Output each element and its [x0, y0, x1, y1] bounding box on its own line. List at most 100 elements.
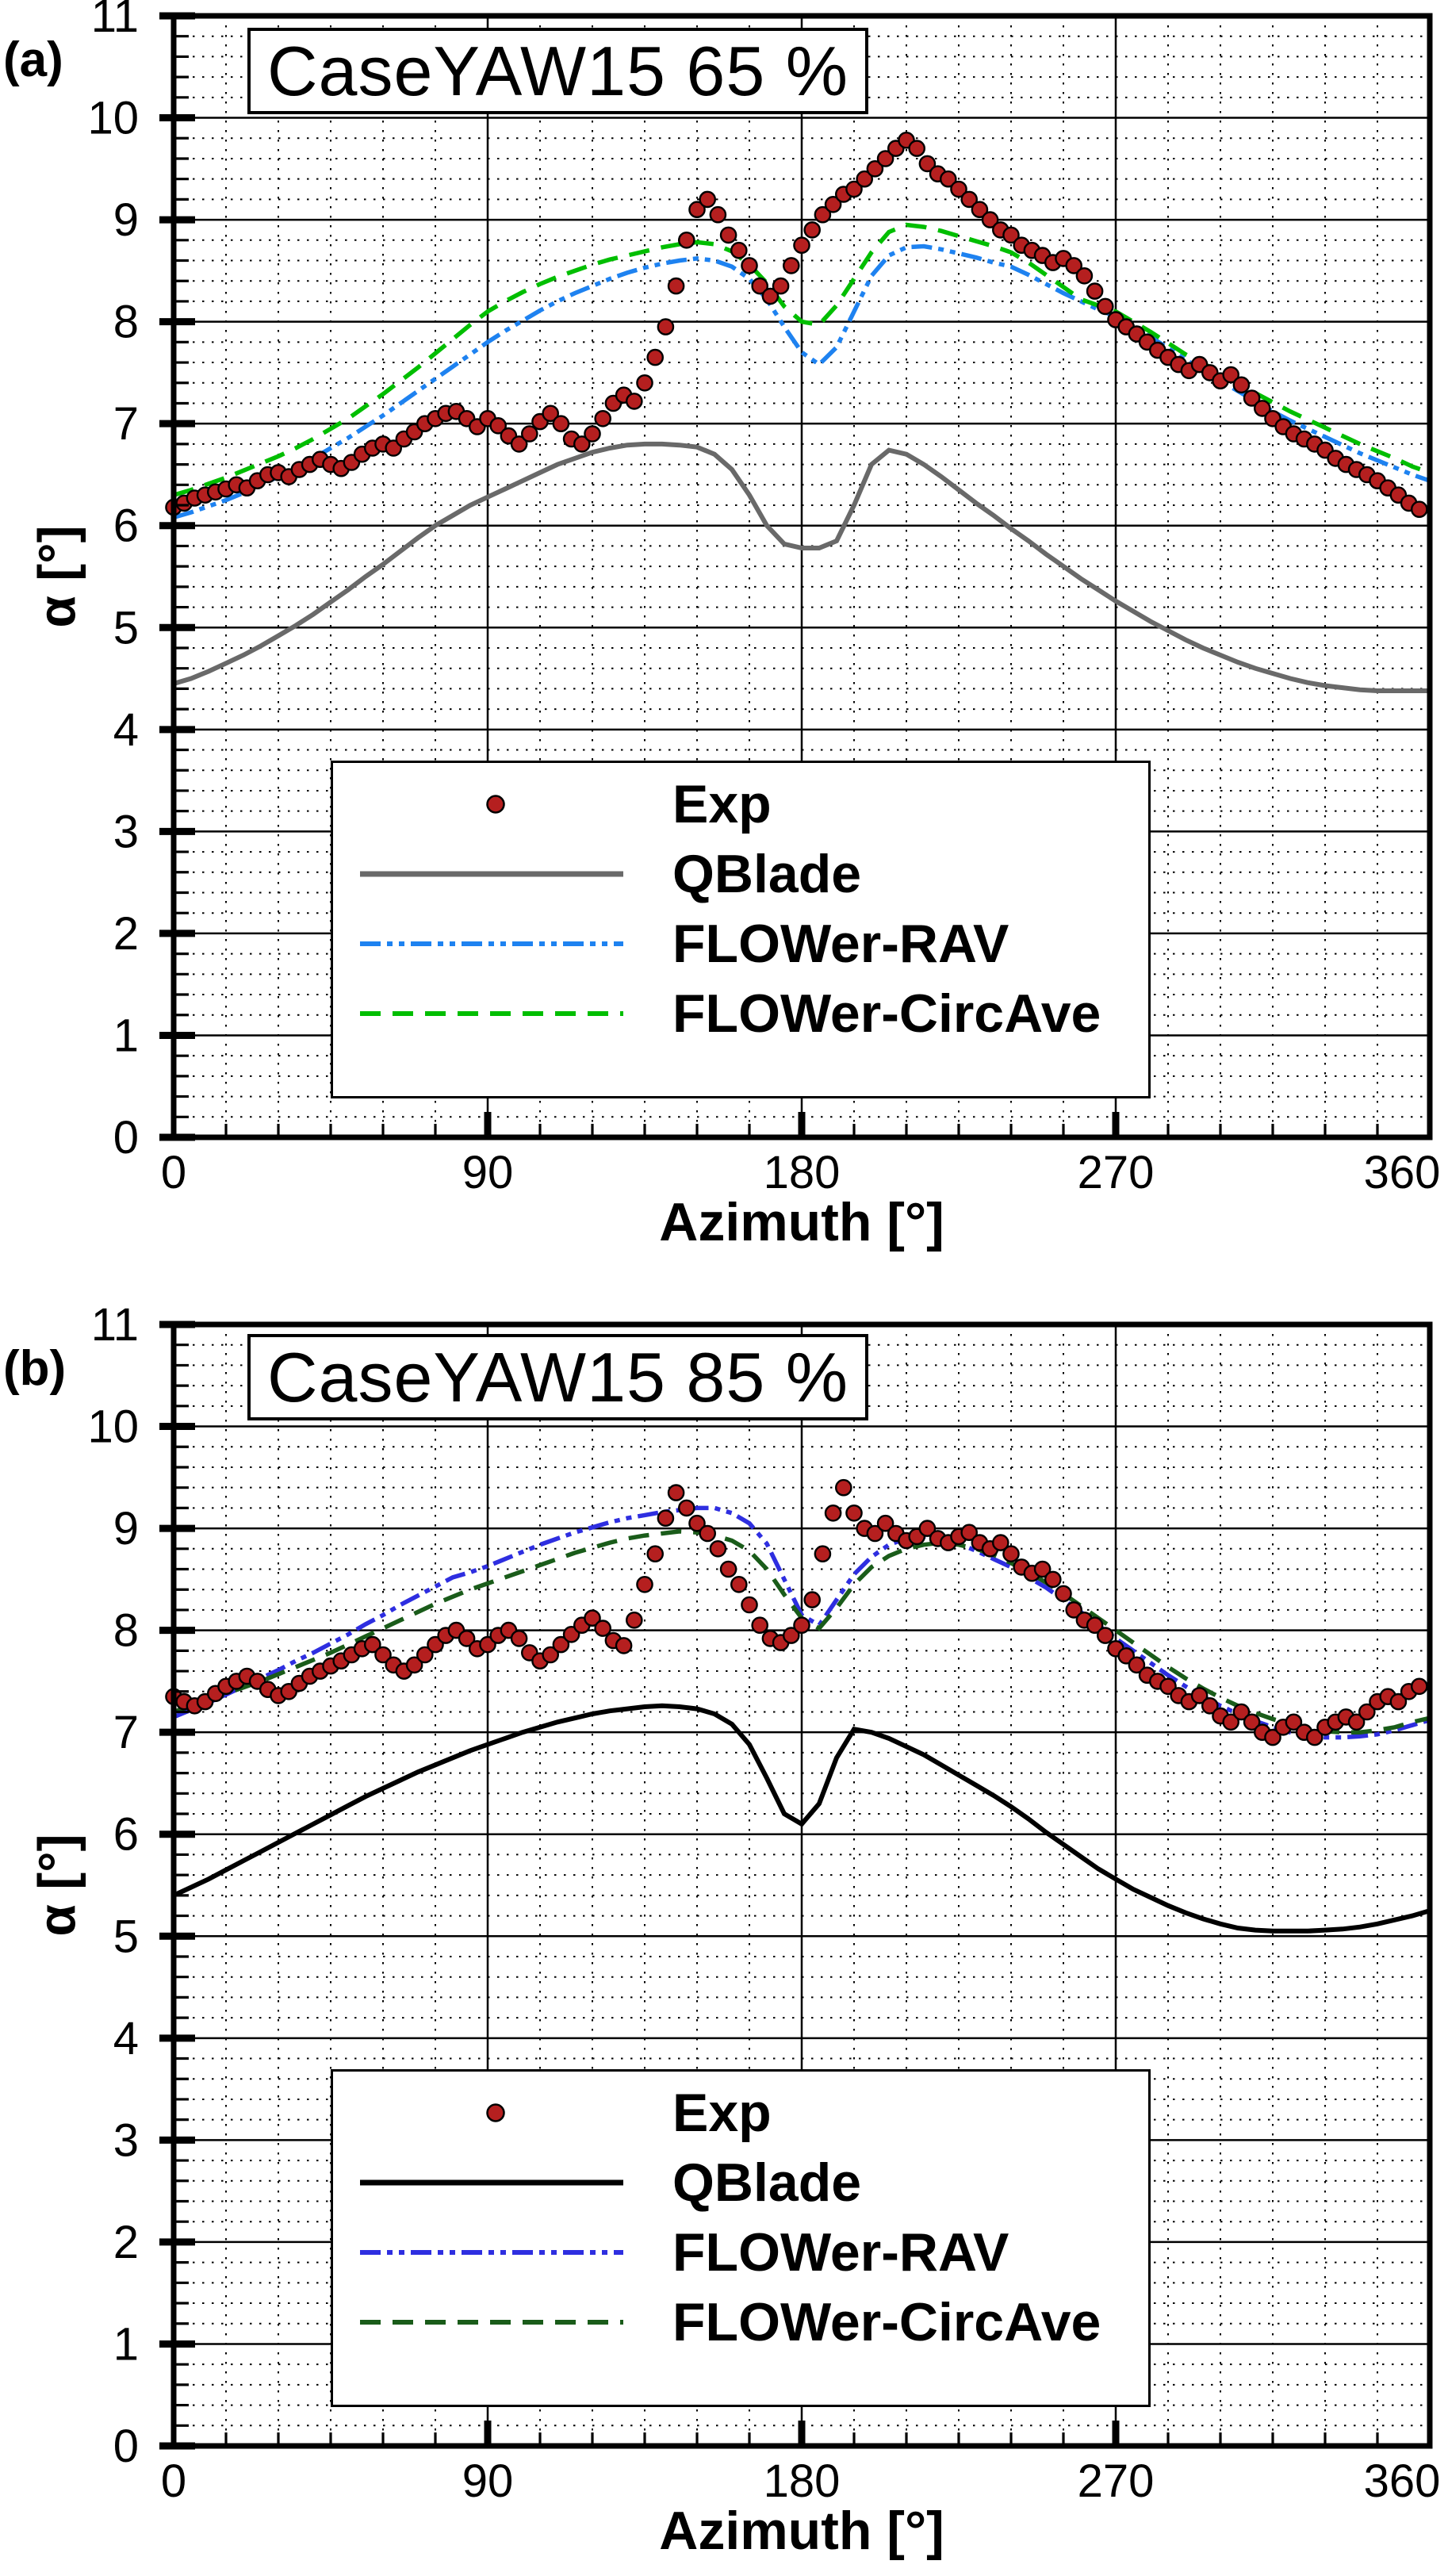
chart-a-ylabel: α [°]: [28, 525, 87, 628]
legend-a-label-rav: FLOWer-RAV: [672, 914, 1009, 974]
qblade-line-swatch: [360, 2179, 623, 2186]
exp-point: [866, 159, 884, 178]
legend-b-item-rav: FLOWer-RAV: [333, 2218, 1148, 2287]
exp-point: [1222, 1713, 1239, 1731]
exp-point: [876, 1514, 894, 1532]
exp-point: [824, 1505, 842, 1522]
x-tick-label: 270: [1078, 1147, 1155, 1198]
exp-point: [751, 1616, 769, 1634]
exp-point: [1075, 266, 1094, 285]
exp-point: [1222, 366, 1239, 384]
exp-point: [918, 155, 937, 173]
exp-point: [824, 195, 842, 213]
exp-point: [1411, 500, 1428, 519]
exp-point: [1306, 1728, 1324, 1746]
exp-point: [636, 1576, 653, 1593]
exp-point: [1254, 400, 1271, 417]
exp-point: [960, 1524, 978, 1541]
y-tick-label: 11: [91, 1299, 139, 1351]
series-Exp: [165, 131, 1428, 519]
legend-a-item-circave: FLOWer-CircAve: [333, 979, 1148, 1048]
exp-point: [667, 277, 685, 295]
exp-point: [730, 1576, 748, 1593]
exp-point: [845, 180, 863, 198]
circave-line-swatch: [360, 1011, 623, 1016]
chart-a-ylabel-wrap: α [°]: [6, 418, 108, 735]
legend-b-label-circave: FLOWer-CircAve: [672, 2292, 1101, 2352]
exp-point: [1055, 1585, 1072, 1603]
rav-line-swatch: [360, 2250, 623, 2255]
y-tick-label: 0: [113, 1112, 139, 1163]
x-tick-label: 90: [462, 2455, 514, 2507]
legend-a-label-exp: Exp: [672, 774, 772, 834]
exp-marker-icon: [486, 795, 505, 814]
x-tick-label: 0: [161, 2455, 186, 2507]
y-tick-label: 0: [113, 2421, 139, 2472]
exp-point: [1411, 1677, 1428, 1696]
y-tick-label: 8: [113, 1605, 139, 1657]
y-tick-label: 4: [113, 704, 139, 756]
exp-marker-icon: [486, 2103, 505, 2122]
x-tick-label: 90: [462, 1147, 514, 1198]
qblade-line-swatch: [360, 871, 623, 877]
exp-point: [908, 140, 925, 157]
exp-point: [709, 205, 727, 224]
exp-point: [1232, 1703, 1251, 1721]
legend-a-label-qblade: QBlade: [672, 844, 862, 904]
legend-a-item-rav: FLOWer-RAV: [333, 909, 1148, 979]
chart-a-title-box: CaseYAW15 65 %: [247, 28, 868, 114]
exp-point: [803, 221, 821, 239]
exp-point: [646, 348, 665, 366]
exp-point: [552, 1635, 570, 1654]
chart-b-ylabel: α [°]: [28, 1834, 87, 1937]
exp-marker-swatch: [486, 2103, 505, 2122]
y-tick-label: 1: [113, 2318, 139, 2370]
exp-point: [793, 1616, 810, 1634]
exp-point: [363, 1635, 381, 1654]
y-tick-label: 11: [91, 0, 139, 42]
exp-point: [803, 1591, 821, 1608]
exp-point: [772, 277, 790, 295]
exp-point: [510, 1630, 528, 1647]
series-FLOWer-CircAve: [173, 222, 1431, 497]
y-tick-label: 10: [87, 93, 139, 144]
legend-a-label-circave: FLOWer-CircAve: [672, 983, 1101, 1044]
exp-point: [416, 1646, 434, 1664]
y-tick-label: 9: [113, 194, 139, 246]
exp-point: [1086, 1616, 1104, 1634]
exp-point: [510, 435, 528, 453]
panel-b-label: (b): [3, 1341, 67, 1396]
exp-point: [793, 236, 810, 255]
exp-point: [1243, 1713, 1261, 1731]
exp-point: [521, 425, 538, 443]
series-Exp: [165, 1478, 1428, 1746]
exp-point: [626, 1612, 643, 1629]
chart-b-title-box: CaseYAW15 85 %: [247, 1334, 868, 1420]
y-tick-label: 2: [113, 908, 139, 960]
y-tick-label: 8: [113, 297, 139, 348]
exp-point: [719, 226, 737, 244]
exp-point: [1002, 226, 1020, 244]
exp-point: [688, 1514, 706, 1532]
exp-point: [626, 393, 643, 410]
tick-labels: 0 1 2 3 4 5 6 7 8 9 10 11 0 90 180 270 360: [87, 0, 1440, 1198]
exp-point: [741, 1596, 758, 1614]
legend-b-label-qblade: QBlade: [672, 2152, 862, 2213]
exp-point: [374, 1646, 392, 1664]
exp-point: [1086, 282, 1104, 300]
chart-b-ylabel-wrap: α [°]: [6, 1727, 108, 2044]
exp-point: [594, 1620, 612, 1637]
exp-point: [542, 404, 560, 423]
x-tick-label: 360: [1364, 2455, 1441, 2507]
y-tick-label: 3: [113, 806, 139, 857]
exp-point: [458, 1630, 476, 1647]
series-FLOWer-RAV: [173, 243, 1431, 520]
exp-point: [866, 1524, 884, 1543]
y-tick-label: 1: [113, 1010, 139, 1061]
y-tick-label: 6: [113, 500, 139, 552]
legend-b-item-qblade: QBlade: [333, 2148, 1148, 2218]
exp-point: [1033, 1560, 1052, 1578]
exp-point: [981, 211, 999, 228]
exp-point: [783, 1627, 800, 1644]
